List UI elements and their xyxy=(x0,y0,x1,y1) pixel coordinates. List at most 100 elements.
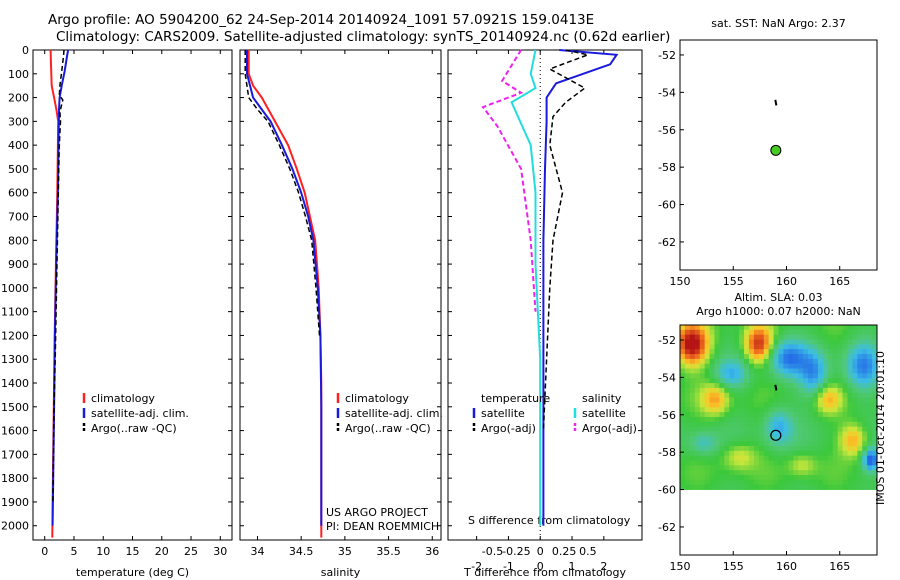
sla-heatmap-cell xyxy=(867,426,873,432)
sla-heatmap-cell xyxy=(689,484,696,490)
sla-heatmap-cell xyxy=(748,421,755,428)
sla-heatmap-cell xyxy=(872,465,878,471)
sla-heatmap-cell xyxy=(753,402,760,408)
sla-heatmap-cell xyxy=(680,445,686,452)
sla-heatmap-cell xyxy=(714,479,720,486)
sla-heatmap-cell xyxy=(729,363,735,369)
sla-heatmap-cell xyxy=(867,397,873,403)
sla-heatmap-cell xyxy=(739,334,745,340)
sla-heatmap-cell xyxy=(817,378,824,384)
sla-heatmap-cell xyxy=(867,479,873,486)
sla-heatmap-cell xyxy=(748,465,755,471)
sla-heatmap-cell xyxy=(694,475,701,481)
sla-heatmap-cell xyxy=(867,373,873,379)
sla-heatmap-cell xyxy=(684,445,691,452)
sla-heatmap-cell xyxy=(827,363,834,369)
sst-map-lat-label: -54 xyxy=(658,86,676,99)
sla-heatmap-cell xyxy=(867,358,873,365)
sla-heatmap-cell xyxy=(694,354,701,360)
sla-heatmap-cell xyxy=(763,334,770,340)
sla-heatmap-cell xyxy=(724,344,730,350)
sla-heatmap-cell xyxy=(842,402,848,408)
sla-heatmap-cell xyxy=(773,392,779,398)
sla-heatmap-cell xyxy=(724,460,730,466)
sla-heatmap-cell xyxy=(724,412,730,418)
sla-heatmap-cell xyxy=(803,445,809,452)
sla-heatmap-cell xyxy=(857,470,863,476)
sla-heatmap-cell xyxy=(822,397,829,403)
sla-heatmap-cell xyxy=(709,465,715,471)
sla-heatmap-cell xyxy=(724,407,730,413)
sla-heatmap-cell xyxy=(803,383,809,389)
sla-heatmap-cell xyxy=(867,383,873,389)
sla-heatmap-cell xyxy=(817,383,824,389)
sla-heatmap-cell xyxy=(783,383,789,389)
sla-heatmap-cell xyxy=(778,397,784,403)
sla-heatmap-cell xyxy=(793,349,799,355)
sla-heatmap-cell xyxy=(744,354,750,360)
sla-heatmap-cell xyxy=(832,344,838,350)
sla-heatmap-cell xyxy=(689,441,696,447)
diff-legend-heading-salinity: salinity xyxy=(582,392,622,405)
sla-heatmap-cell xyxy=(758,397,765,403)
sla-heatmap-cell xyxy=(798,397,804,403)
sla-heatmap-cell xyxy=(798,465,804,471)
sla-heatmap-cell xyxy=(680,368,686,374)
x-tick-label: 34 xyxy=(250,545,264,558)
sla-heatmap-cell xyxy=(734,416,740,423)
sla-heatmap-cell xyxy=(832,392,838,398)
sla-heatmap-cell xyxy=(788,378,794,384)
sla-heatmap-cell xyxy=(808,334,814,340)
sla-heatmap-cell xyxy=(689,475,696,481)
sla-heatmap-cell xyxy=(783,349,789,355)
sla-heatmap-cell xyxy=(822,354,829,360)
sla-heatmap-cell xyxy=(778,373,784,379)
sla-heatmap-cell xyxy=(857,412,863,418)
sla-heatmap-cell xyxy=(798,445,804,452)
sla-heatmap-cell xyxy=(808,397,814,403)
sla-heatmap-cell xyxy=(862,450,868,457)
sla-heatmap-cell xyxy=(734,325,740,331)
sla-heatmap-cell xyxy=(808,441,814,447)
sla-heatmap-cell xyxy=(768,450,774,457)
sla-map-title: Altim. SLA: 0.03 xyxy=(734,291,822,304)
sla-heatmap-cell xyxy=(847,484,853,490)
sla-heatmap-cell xyxy=(714,397,720,403)
sla-heatmap-cell xyxy=(783,431,789,437)
sla-heatmap-cell xyxy=(872,445,878,452)
sla-heatmap-cell xyxy=(793,368,799,374)
sla-heatmap-cell xyxy=(729,325,735,331)
sla-heatmap-cell xyxy=(832,460,838,466)
sla-heatmap-cell xyxy=(773,431,779,437)
sla-heatmap-cell xyxy=(739,325,745,331)
sla-heatmap-cell xyxy=(709,339,715,345)
sla-heatmap-cell xyxy=(837,431,843,437)
temperature-climatology-line xyxy=(49,49,60,538)
sla-heatmap-cell xyxy=(768,460,774,466)
sla-heatmap-cell xyxy=(808,475,814,481)
sla-heatmap-cell xyxy=(689,460,696,466)
sla-heatmap-cell xyxy=(694,426,701,432)
sla-heatmap-cell xyxy=(729,412,735,418)
sla-heatmap-cell xyxy=(867,344,873,350)
sla-heatmap-cell xyxy=(763,431,770,437)
sla-heatmap-cell xyxy=(704,484,710,490)
sla-heatmap-cell xyxy=(803,479,809,486)
sla-heatmap-cell xyxy=(763,416,770,423)
sla-heatmap-cell xyxy=(788,436,794,442)
depth-tick-label: 1900 xyxy=(1,496,29,509)
sla-heatmap-cell xyxy=(758,363,765,369)
sla-heatmap-cell xyxy=(768,329,774,336)
sla-heatmap-cell xyxy=(680,426,686,432)
sla-heatmap-cell xyxy=(729,339,735,345)
sla-heatmap-cell xyxy=(753,475,760,481)
sla-heatmap-cell xyxy=(798,349,804,355)
sla-heatmap-cell xyxy=(803,344,809,350)
sla-heatmap-cell xyxy=(724,383,730,389)
sla-heatmap-cell xyxy=(748,354,755,360)
salinity-satellite-line xyxy=(246,50,323,526)
sla-heatmap-cell xyxy=(739,412,745,418)
sla-heatmap-cell xyxy=(872,383,878,389)
sla-heatmap-cell xyxy=(719,436,725,442)
sla-heatmap-cell xyxy=(758,344,765,350)
